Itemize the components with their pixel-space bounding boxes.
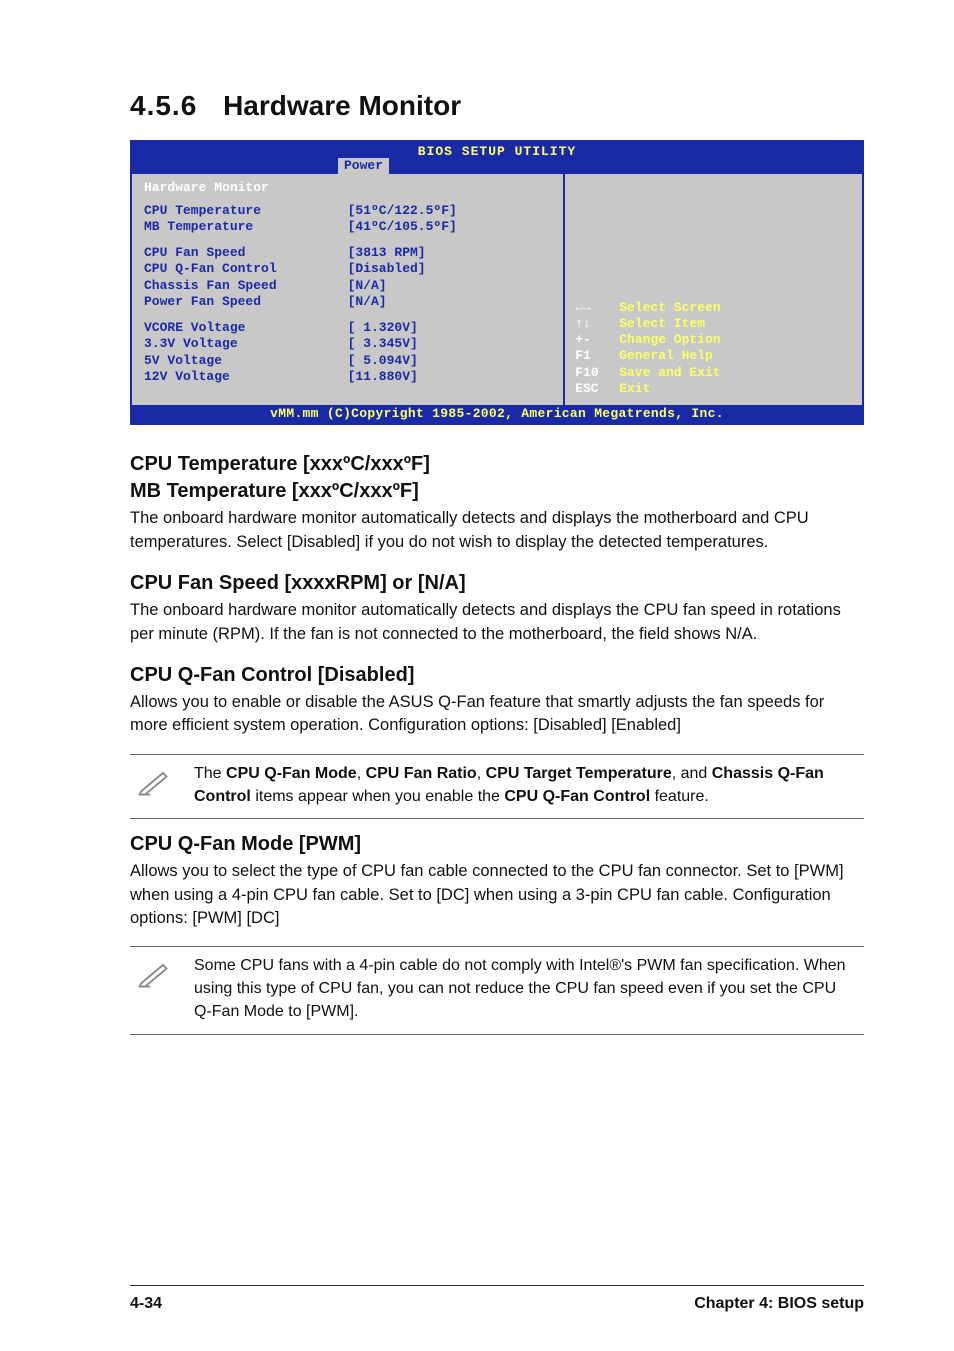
- bios-label: VCORE Voltage: [144, 320, 348, 336]
- bios-label: 12V Voltage: [144, 369, 348, 385]
- bios-label: 3.3V Voltage: [144, 336, 348, 352]
- bios-title-text: BIOS SETUP UTILITY: [418, 144, 576, 159]
- bios-left-pane: Hardware Monitor CPU Temperature[51ºC/12…: [132, 174, 565, 405]
- bios-value: [N/A]: [348, 278, 552, 294]
- note-callout: The CPU Q-Fan Mode, CPU Fan Ratio, CPU T…: [130, 754, 864, 819]
- bios-help-key: ESC: [575, 381, 619, 397]
- bios-value: [N/A]: [348, 294, 552, 310]
- bios-box: BIOS SETUP UTILITY Power Hardware Monito…: [130, 140, 864, 425]
- note-frag: ,: [477, 765, 486, 782]
- pencil-icon: [132, 763, 176, 808]
- bios-tab-power: Power: [338, 158, 389, 174]
- bios-label: CPU Q-Fan Control: [144, 261, 348, 277]
- subheading-qfan-mode: CPU Q-Fan Mode [PWM]: [130, 833, 864, 856]
- note-bold: CPU Q-Fan Control: [504, 788, 650, 805]
- bios-help-desc: Save and Exit: [619, 365, 720, 381]
- note-bold: CPU Fan Ratio: [366, 765, 477, 782]
- bios-value: [11.880V]: [348, 369, 552, 385]
- page-number: 4-34: [130, 1295, 162, 1313]
- note-frag: feature.: [650, 788, 709, 805]
- bios-help-block: ←→Select Screen ↑↓Select Item +-Change O…: [575, 300, 854, 398]
- paragraph: Allows you to select the type of CPU fan…: [130, 860, 864, 930]
- bios-value: [Disabled]: [348, 261, 552, 277]
- note-bold: CPU Target Temperature: [486, 765, 672, 782]
- subheading-qfan-control: CPU Q-Fan Control [Disabled]: [130, 664, 864, 687]
- chapter-label: Chapter 4: BIOS setup: [694, 1295, 864, 1313]
- section-heading: 4.5.6 Hardware Monitor: [130, 90, 864, 122]
- note-text: The CPU Q-Fan Mode, CPU Fan Ratio, CPU T…: [194, 763, 858, 808]
- bios-help-key: +-: [575, 332, 619, 348]
- note-frag: The: [194, 765, 226, 782]
- pencil-icon: [132, 955, 176, 1023]
- note-bold: CPU Q-Fan Mode: [226, 765, 357, 782]
- note-frag: ,: [357, 765, 366, 782]
- section-title: Hardware Monitor: [223, 90, 461, 121]
- bios-footer: vMM.mm (C)Copyright 1985-2002, American …: [132, 405, 862, 423]
- bios-help-desc: Select Screen: [619, 300, 720, 316]
- bios-value: [ 3.345V]: [348, 336, 552, 352]
- bios-label: Chassis Fan Speed: [144, 278, 348, 294]
- bios-label: Power Fan Speed: [144, 294, 348, 310]
- bios-label: CPU Fan Speed: [144, 245, 348, 261]
- bios-group-volts: VCORE Voltage[ 1.320V] 3.3V Voltage[ 3.3…: [144, 320, 551, 385]
- bios-section-label: Hardware Monitor: [144, 180, 551, 196]
- section-number: 4.5.6: [130, 90, 197, 121]
- note-frag: , and: [672, 765, 712, 782]
- bios-help-key: F1: [575, 348, 619, 364]
- subheading-cpu-temp: CPU Temperature [xxxºC/xxxºF]: [130, 453, 864, 476]
- bios-value: [41ºC/105.5ºF]: [348, 219, 552, 235]
- bios-tab-row: Power: [132, 160, 862, 174]
- bios-value: [ 1.320V]: [348, 320, 552, 336]
- paragraph: The onboard hardware monitor automatical…: [130, 507, 864, 554]
- bios-right-pane: ←→Select Screen ↑↓Select Item +-Change O…: [565, 174, 862, 405]
- paragraph: Allows you to enable or disable the ASUS…: [130, 691, 864, 738]
- bios-group-fans: CPU Fan Speed[3813 RPM] CPU Q-Fan Contro…: [144, 245, 551, 310]
- bios-help-key: ↑↓: [575, 316, 619, 332]
- bios-help-key: F10: [575, 365, 619, 381]
- subheading-mb-temp: MB Temperature [xxxºC/xxxºF]: [130, 480, 864, 503]
- note-callout: Some CPU fans with a 4-pin cable do not …: [130, 946, 864, 1034]
- bios-value: [51ºC/122.5ºF]: [348, 203, 552, 219]
- bios-value: [ 5.094V]: [348, 353, 552, 369]
- paragraph: The onboard hardware monitor automatical…: [130, 599, 864, 646]
- bios-title: BIOS SETUP UTILITY: [132, 142, 862, 160]
- bios-help-desc: Select Item: [619, 316, 705, 332]
- note-frag: items appear when you enable the: [251, 788, 505, 805]
- subheading-fan-speed: CPU Fan Speed [xxxxRPM] or [N/A]: [130, 572, 864, 595]
- bios-value: [3813 RPM]: [348, 245, 552, 261]
- page-footer: 4-34 Chapter 4: BIOS setup: [130, 1295, 864, 1313]
- note-text: Some CPU fans with a 4-pin cable do not …: [194, 955, 858, 1023]
- bios-help-desc: Change Option: [619, 332, 720, 348]
- bios-help-desc: Exit: [619, 381, 650, 397]
- bios-help-key: ←→: [575, 300, 619, 316]
- bios-label: CPU Temperature: [144, 203, 348, 219]
- bios-label: 5V Voltage: [144, 353, 348, 369]
- bios-help-desc: General Help: [619, 348, 713, 364]
- bios-group-temps: CPU Temperature[51ºC/122.5ºF] MB Tempera…: [144, 203, 551, 236]
- bios-label: MB Temperature: [144, 219, 348, 235]
